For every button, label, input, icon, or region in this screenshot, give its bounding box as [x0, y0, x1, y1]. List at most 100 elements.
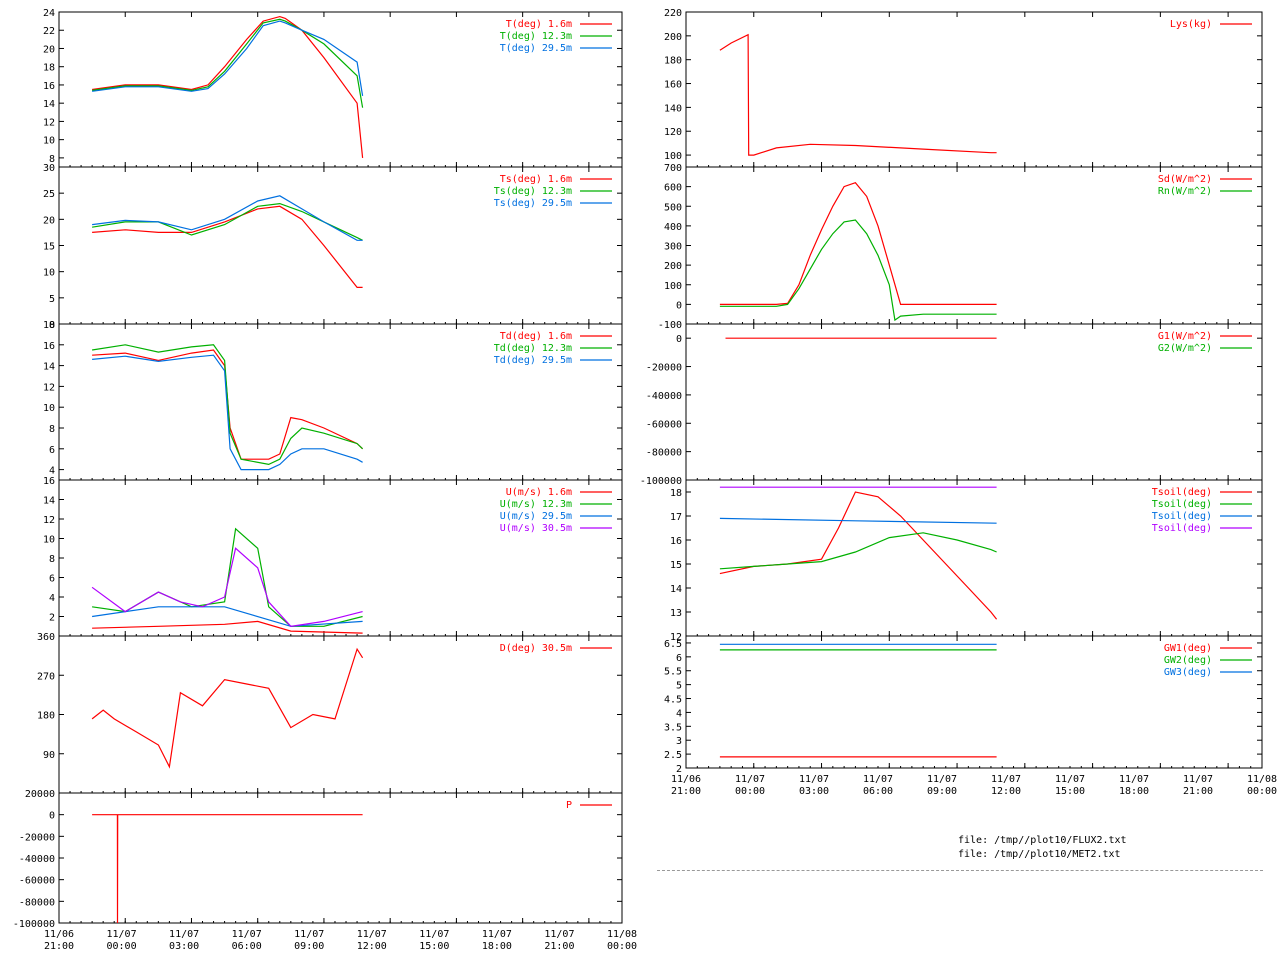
legend-label: Lys(kg) — [1170, 19, 1212, 30]
x-tick-time: 15:00 — [419, 941, 449, 952]
y-tick-label: -100000 — [13, 919, 55, 930]
y-tick-label: 100 — [664, 151, 682, 162]
y-tick-label: 4 — [676, 708, 682, 719]
y-tick-label: -100000 — [640, 476, 682, 487]
y-tick-label: 700 — [664, 163, 682, 174]
y-tick-label: 120 — [664, 127, 682, 138]
x-tick-time: 15:00 — [1055, 786, 1085, 797]
y-tick-label: 200 — [664, 32, 682, 43]
y-tick-label: 3.5 — [664, 722, 682, 733]
x-tick-date: 11/07 — [232, 929, 262, 940]
legend-label: Td(deg) 12.3m — [494, 343, 572, 354]
legend-label: GW2(deg) — [1164, 655, 1212, 666]
y-tick-label: 12 — [670, 632, 682, 643]
series-line — [719, 181, 997, 305]
x-tick-date: 11/08 — [1247, 774, 1277, 785]
y-tick-label: 18 — [670, 488, 682, 499]
x-tick-time: 00:00 — [735, 786, 765, 797]
x-tick-time: 00:00 — [107, 941, 137, 952]
y-tick-label: -40000 — [646, 391, 682, 402]
x-tick-time: 21:00 — [44, 941, 74, 952]
plot-frame — [58, 792, 623, 924]
y-tick-label: 16 — [43, 81, 55, 92]
y-tick-label: 160 — [664, 80, 682, 91]
y-tick-label: 16 — [670, 536, 682, 547]
x-tick-time: 00:00 — [607, 941, 637, 952]
y-tick-label: 0 — [676, 300, 682, 311]
x-tick-date: 11/07 — [1183, 774, 1213, 785]
y-tick-label: -40000 — [19, 854, 55, 865]
y-tick-label: 300 — [664, 242, 682, 253]
y-tick-label: 600 — [664, 183, 682, 194]
x-tick-date: 11/07 — [799, 774, 829, 785]
legend-label: GW3(deg) — [1164, 667, 1212, 678]
series-line — [719, 33, 997, 156]
legend-label: U(m/s) 30.5m — [500, 523, 572, 534]
y-tick-label: 0 — [49, 811, 55, 822]
y-tick-label: 0 — [676, 334, 682, 345]
series-line — [719, 219, 997, 322]
y-tick-label: 10 — [43, 268, 55, 279]
legend-label: Td(deg) 1.6m — [500, 331, 572, 342]
y-tick-label: 0 — [49, 320, 55, 331]
series-line — [719, 532, 997, 570]
x-tick-date: 11/08 — [607, 929, 637, 940]
file-path-flux: file: /tmp//plot10/FLUX2.txt — [958, 835, 1127, 846]
series-line — [92, 15, 364, 158]
y-tick-label: 12 — [43, 382, 55, 393]
y-tick-label: 30 — [43, 163, 55, 174]
y-tick-label: 90 — [43, 750, 55, 761]
y-tick-label: 400 — [664, 222, 682, 233]
legend-label: T(deg) 1.6m — [506, 19, 572, 30]
y-tick-label: 4 — [49, 593, 55, 604]
legend-label: U(m/s) 12.3m — [500, 499, 572, 510]
plot-frame — [685, 11, 1263, 168]
legend-label: GW1(deg) — [1164, 643, 1212, 654]
plot-frame — [58, 635, 623, 794]
series-line — [92, 205, 363, 288]
y-tick-label: 100 — [664, 281, 682, 292]
file-path-met: file: /tmp//plot10/MET2.txt — [958, 849, 1121, 860]
series-line — [92, 20, 364, 96]
x-tick-date: 11/07 — [927, 774, 957, 785]
y-tick-label: 5.5 — [664, 667, 682, 678]
y-tick-label: 20 — [43, 215, 55, 226]
y-tick-label: 20000 — [25, 789, 55, 800]
y-tick-label: 18 — [43, 63, 55, 74]
y-tick-label: 5 — [676, 681, 682, 692]
x-tick-date: 11/07 — [294, 929, 324, 940]
y-tick-label: 200 — [664, 261, 682, 272]
series-line — [719, 491, 998, 620]
series-line — [92, 606, 363, 627]
y-tick-label: 14 — [43, 362, 55, 373]
x-tick-date: 11/07 — [1119, 774, 1149, 785]
legend-label: P — [566, 800, 572, 811]
x-tick-date: 11/07 — [735, 774, 765, 785]
x-tick-time: 06:00 — [232, 941, 262, 952]
y-tick-label: -80000 — [19, 897, 55, 908]
y-tick-label: 25 — [43, 189, 55, 200]
legend-label: T(deg) 12.3m — [500, 31, 572, 42]
series-line — [92, 18, 364, 108]
legend-label: G1(W/m^2) — [1158, 331, 1212, 342]
y-tick-label: 24 — [43, 8, 55, 19]
y-tick-label: 500 — [664, 202, 682, 213]
legend-label: T(deg) 29.5m — [500, 43, 572, 54]
x-tick-time: 00:00 — [1247, 786, 1277, 797]
x-tick-date: 11/07 — [544, 929, 574, 940]
y-tick-label: 140 — [664, 103, 682, 114]
y-tick-label: -60000 — [19, 876, 55, 887]
legend-label: Tsoil(deg) — [1152, 487, 1212, 498]
series-line — [92, 344, 364, 466]
x-tick-time: 06:00 — [863, 786, 893, 797]
legend-label: Tsoil(deg) — [1152, 499, 1212, 510]
y-tick-label: 18 — [43, 320, 55, 331]
x-tick-date: 11/07 — [863, 774, 893, 785]
y-tick-label: 180 — [664, 56, 682, 67]
legend-label: Ts(deg) 12.3m — [494, 186, 572, 197]
y-tick-label: -100 — [658, 320, 682, 331]
y-tick-label: 8 — [49, 154, 55, 165]
y-tick-label: 12 — [43, 117, 55, 128]
legend-label: Tsoil(deg) — [1152, 511, 1212, 522]
series-line — [92, 527, 363, 627]
